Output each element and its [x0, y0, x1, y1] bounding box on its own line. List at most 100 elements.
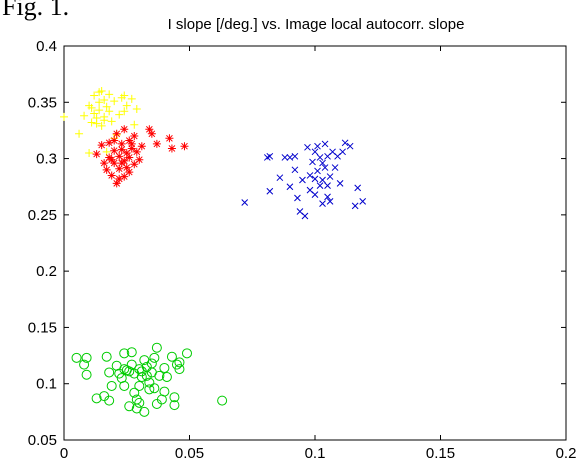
- data-point: [126, 359, 137, 370]
- data-point: [141, 370, 152, 381]
- data-point: [115, 174, 124, 183]
- data-point: [326, 197, 334, 205]
- x-tick-label: 0: [60, 445, 68, 462]
- data-point: [125, 136, 134, 145]
- data-point: [100, 116, 109, 125]
- data-point: [107, 117, 116, 126]
- data-point: [314, 167, 321, 175]
- x-axis: 0 0.05 0.1 0.15 0.2: [60, 46, 576, 462]
- data-point: [134, 364, 145, 375]
- data-point: [81, 369, 92, 380]
- data-point: [324, 182, 331, 189]
- data-point: [117, 145, 126, 154]
- data-point: [90, 109, 99, 118]
- data-point: [266, 152, 274, 160]
- series-plus: [60, 87, 141, 157]
- data-point: [132, 105, 141, 114]
- data-point: [105, 90, 114, 99]
- y-tick-label: 0.15: [28, 319, 57, 336]
- data-point: [144, 377, 155, 388]
- data-point: [95, 106, 104, 115]
- data-point: [102, 102, 111, 111]
- data-point: [119, 364, 130, 375]
- data-point: [336, 179, 344, 187]
- data-point: [180, 142, 189, 151]
- data-point: [100, 96, 109, 105]
- data-point: [316, 182, 324, 189]
- data-point: [351, 202, 359, 210]
- data-point: [120, 156, 129, 165]
- data-point: [286, 154, 294, 161]
- data-point: [136, 371, 147, 382]
- data-point: [130, 132, 139, 141]
- data-point: [169, 392, 180, 403]
- figure-label: Fig. 1.: [2, 0, 70, 21]
- data-point: [304, 143, 311, 151]
- data-point: [107, 155, 116, 164]
- data-point: [116, 373, 127, 384]
- data-point: [306, 172, 314, 179]
- data-point: [151, 342, 162, 353]
- data-point: [314, 142, 321, 150]
- data-point: [169, 400, 180, 411]
- data-point: [117, 139, 126, 148]
- data-point: [112, 129, 121, 138]
- data-point: [120, 172, 129, 181]
- data-point: [144, 384, 155, 395]
- data-point: [119, 348, 130, 359]
- data-point: [139, 406, 150, 417]
- data-point: [321, 140, 329, 148]
- data-point: [132, 147, 141, 156]
- data-point: [95, 98, 104, 107]
- data-point: [120, 91, 129, 100]
- data-point: [165, 134, 174, 143]
- data-point: [100, 159, 109, 168]
- data-point: [97, 141, 106, 150]
- data-point: [339, 148, 346, 156]
- series-circle: [71, 342, 228, 417]
- data-point: [294, 194, 301, 202]
- data-point: [75, 129, 84, 138]
- data-point: [87, 118, 96, 127]
- data-point: [115, 164, 124, 173]
- data-point: [152, 139, 161, 148]
- data-point: [110, 159, 119, 168]
- data-point: [181, 348, 192, 359]
- data-point: [129, 387, 140, 398]
- data-point: [159, 362, 170, 373]
- data-point: [147, 129, 156, 138]
- data-point: [137, 142, 146, 151]
- data-point: [127, 139, 136, 148]
- data-point: [331, 164, 339, 171]
- x-tick-label: 0.05: [175, 445, 204, 462]
- data-point: [145, 125, 154, 134]
- data-point: [341, 139, 349, 147]
- x-tick-label: 0.1: [305, 445, 326, 462]
- data-point: [127, 94, 136, 103]
- data-point: [102, 165, 111, 174]
- data-point: [124, 366, 135, 377]
- data-point: [130, 160, 139, 169]
- data-point: [291, 166, 299, 174]
- data-point: [87, 103, 96, 112]
- data-point: [134, 380, 145, 391]
- data-point: [79, 359, 90, 370]
- data-point: [354, 184, 362, 192]
- series-x: [241, 139, 367, 220]
- data-point: [104, 367, 115, 378]
- data-point: [110, 146, 119, 155]
- data-point: [286, 183, 294, 191]
- data-point: [90, 91, 99, 100]
- data-point: [135, 155, 144, 164]
- data-point: [319, 176, 326, 184]
- data-point: [167, 144, 176, 153]
- data-point: [174, 357, 185, 368]
- data-point: [81, 352, 92, 363]
- data-point: [126, 347, 137, 358]
- data-point: [291, 152, 299, 160]
- plot-points: [60, 87, 367, 417]
- data-point: [71, 352, 82, 363]
- data-point: [92, 150, 101, 159]
- data-point: [309, 158, 316, 166]
